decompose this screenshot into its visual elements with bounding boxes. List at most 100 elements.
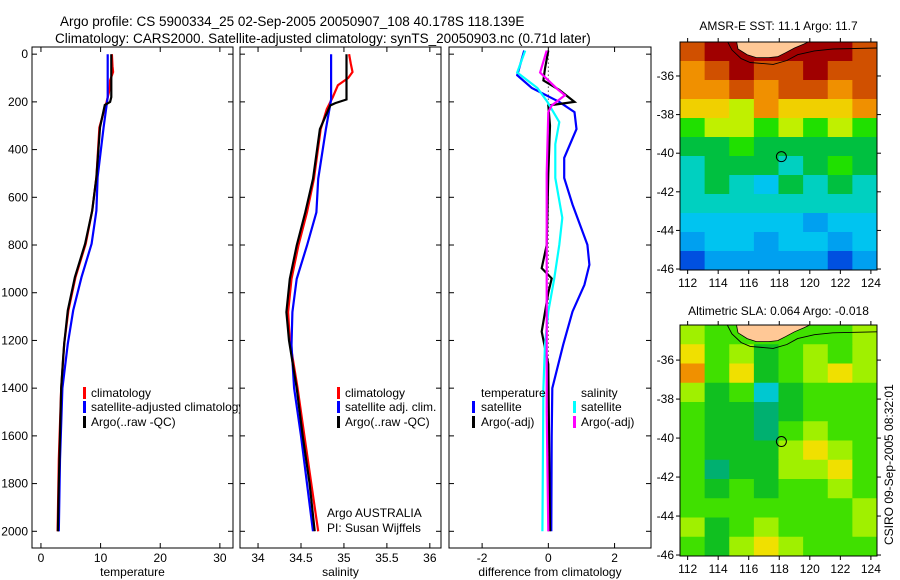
map-cell — [803, 421, 829, 441]
map-cell — [827, 213, 853, 233]
map-cell — [729, 232, 755, 252]
lon-tick-label: 112 — [678, 562, 697, 576]
map-cell — [778, 479, 804, 499]
figure-title-line2: Climatology: CARS2000. Satellite-adjuste… — [55, 31, 591, 46]
y-tick-label: 800 — [8, 238, 28, 252]
map-cell — [704, 440, 730, 461]
x-tick-label: 0 — [545, 551, 552, 565]
map-cell — [803, 363, 829, 384]
x-tick-label: 36 — [423, 551, 437, 565]
lat-tick-label: -40 — [657, 146, 675, 160]
map-cell — [680, 536, 706, 556]
legend-label: Argo(-adj) — [581, 415, 634, 429]
map-cell — [704, 421, 730, 441]
map-cell — [680, 80, 706, 100]
map-cell — [852, 99, 877, 119]
map-cell — [852, 156, 877, 176]
map-cell — [753, 99, 779, 119]
lat-tick-label: -44 — [657, 509, 675, 523]
map-cell — [803, 440, 829, 461]
map-cell — [753, 421, 779, 441]
map-cell — [753, 479, 779, 499]
map-cell — [852, 175, 877, 195]
map-cell — [680, 99, 706, 119]
series-line-salinity-satellite — [515, 50, 564, 532]
legend-marker — [83, 387, 86, 399]
legend-label: Argo(..raw -QC) — [345, 415, 430, 429]
legend-label: climatology — [91, 386, 151, 400]
map-cell — [753, 402, 779, 422]
map-cell — [753, 459, 779, 480]
map-cell — [753, 118, 779, 138]
map-cell — [704, 213, 730, 233]
legend-marker — [573, 401, 576, 413]
map-cell — [852, 251, 877, 270]
lon-tick-label: 124 — [861, 562, 881, 576]
legend-marker — [472, 401, 475, 413]
map-cell — [852, 118, 877, 138]
map-cell — [704, 517, 730, 538]
lat-tick-label: -38 — [657, 108, 675, 122]
map-cell — [753, 498, 779, 518]
lon-tick-label: 116 — [739, 562, 758, 576]
map-cell — [753, 213, 779, 233]
map-cell — [704, 118, 730, 138]
map-cell — [753, 61, 779, 81]
map-cell — [852, 382, 877, 403]
x-tick-label: 10 — [94, 551, 108, 565]
sla-map — [676, 321, 881, 560]
plot-frame — [31, 46, 234, 549]
lat-tick-label: -42 — [657, 185, 675, 199]
map-cell — [827, 251, 853, 270]
lat-tick-label: -44 — [657, 223, 675, 237]
map-cell — [778, 80, 804, 100]
lat-tick-label: -42 — [657, 470, 675, 484]
map-cell — [778, 402, 804, 422]
x-tick-label: 20 — [154, 551, 168, 565]
map-cell — [680, 382, 706, 403]
map-cell — [803, 99, 829, 119]
map-cell — [704, 536, 730, 556]
lat-tick-label: -40 — [657, 431, 675, 445]
map-cell — [827, 479, 853, 499]
lat-tick-label: -36 — [657, 69, 675, 83]
y-tick-label: 400 — [8, 143, 28, 157]
series-line-temperature-argo-adj- — [540, 50, 578, 532]
legend-label: satellite — [581, 400, 622, 414]
map-cell — [852, 42, 877, 62]
y-tick-label: 0 — [21, 47, 28, 61]
map-cell — [827, 175, 853, 195]
map-cell — [704, 80, 730, 100]
map-cell — [704, 459, 730, 480]
legend-label: satellite adj. clim. — [345, 400, 436, 414]
lon-tick-label: 114 — [709, 562, 728, 576]
map-cell — [753, 80, 779, 100]
map-cell — [680, 325, 706, 345]
x-tick-label: 30 — [213, 551, 227, 565]
legend-marker — [83, 401, 86, 413]
land-mass — [736, 42, 810, 58]
map-cell — [852, 498, 877, 518]
map-cell — [778, 440, 804, 461]
map-cell — [753, 517, 779, 538]
y-tick-label: 1400 — [1, 381, 28, 395]
map-cell — [852, 80, 877, 100]
series-line-argo-raw-qc- — [285, 54, 348, 532]
map-cell — [778, 536, 804, 556]
map-cell — [778, 363, 804, 384]
map-cell — [680, 118, 706, 138]
series-line-argo-raw-qc- — [56, 54, 113, 532]
argo-position-marker — [775, 151, 787, 163]
legend-header: temperature — [481, 386, 546, 400]
map-cell — [852, 213, 877, 233]
map-cell — [729, 175, 755, 195]
series-line-temperature-satellite — [515, 50, 591, 532]
map-cell — [852, 363, 877, 384]
x-axis-label: difference from climatology — [478, 565, 621, 579]
map-cell — [704, 344, 730, 364]
legend-marker — [337, 401, 340, 413]
land-mass — [736, 325, 810, 343]
map-cell — [827, 325, 853, 345]
legend-marker — [337, 387, 340, 399]
map-cell — [778, 498, 804, 518]
